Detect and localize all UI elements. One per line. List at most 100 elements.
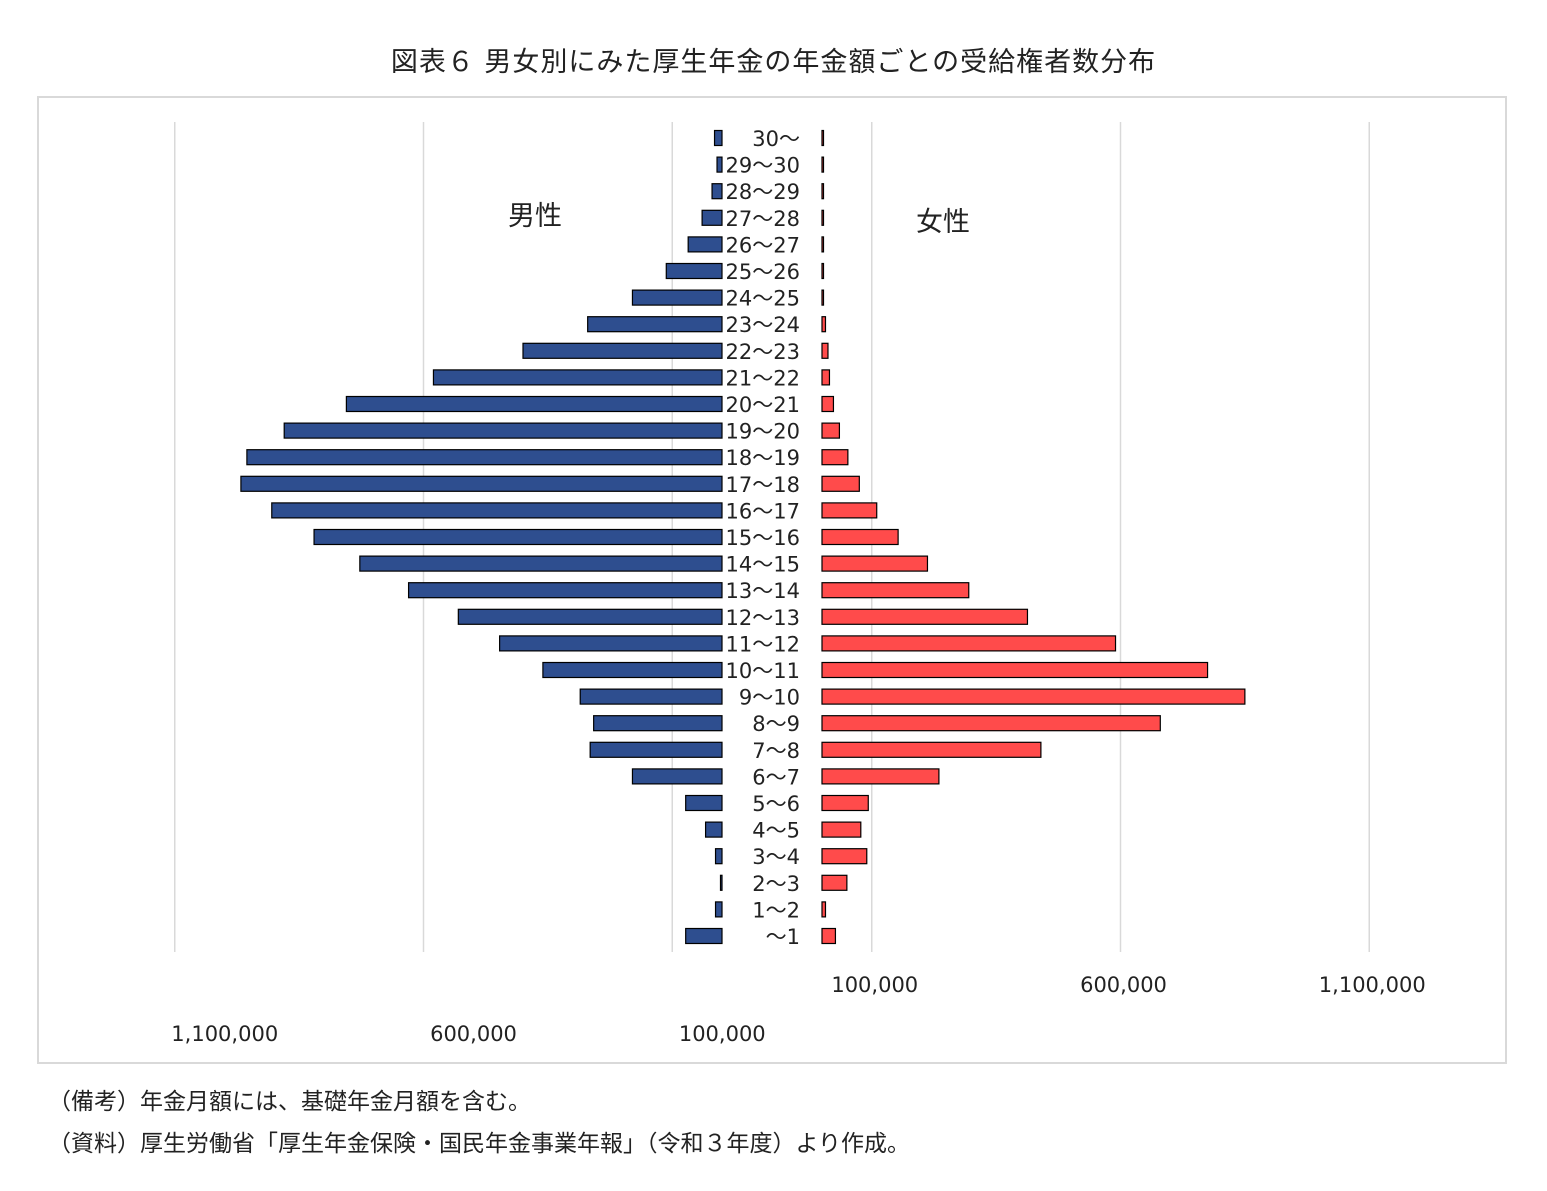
female-bar bbox=[821, 342, 829, 359]
female-bar bbox=[821, 715, 1161, 732]
female-bar bbox=[821, 741, 1042, 758]
category-label: ～1 bbox=[766, 925, 800, 949]
category-label: 30～ bbox=[752, 127, 800, 151]
category-label: 10～11 bbox=[726, 659, 800, 683]
category-label: 2～3 bbox=[752, 872, 800, 896]
female-bar bbox=[821, 475, 860, 492]
category-label: 12～13 bbox=[726, 606, 800, 630]
female-bar bbox=[821, 661, 1209, 679]
female-bar bbox=[821, 794, 869, 812]
category-label: 5～6 bbox=[752, 792, 800, 816]
category-label: 28～29 bbox=[726, 180, 800, 204]
category-label: 23～24 bbox=[726, 313, 800, 337]
male-bar bbox=[719, 874, 723, 891]
female-bar bbox=[821, 927, 837, 945]
male-bar bbox=[407, 582, 723, 599]
category-label: 9～10 bbox=[739, 686, 800, 710]
male-bar bbox=[701, 209, 723, 226]
category-label: 16～17 bbox=[726, 499, 800, 523]
male-bar bbox=[593, 715, 723, 732]
female-bar bbox=[821, 555, 929, 572]
category-label: 18～19 bbox=[726, 446, 800, 470]
male-bar bbox=[685, 794, 723, 812]
category-label: 29～30 bbox=[726, 154, 800, 178]
female-bar bbox=[821, 901, 827, 918]
male-bar bbox=[716, 156, 723, 173]
male-bar bbox=[522, 342, 723, 359]
category-label: 22～23 bbox=[726, 340, 800, 364]
male-bar bbox=[714, 848, 723, 865]
male-bar bbox=[345, 395, 723, 413]
category-label: 7～8 bbox=[752, 739, 800, 763]
category-label: 13～14 bbox=[726, 579, 800, 603]
female-bar bbox=[821, 608, 1029, 625]
female-bar bbox=[821, 183, 825, 200]
category-label: 15～16 bbox=[726, 526, 800, 550]
x-tick-left: 600,000 bbox=[430, 1022, 517, 1046]
male-bar bbox=[589, 741, 723, 758]
female-bar bbox=[821, 582, 970, 599]
male-bar bbox=[711, 183, 723, 200]
female-bar bbox=[821, 316, 827, 333]
male-bar bbox=[271, 502, 723, 519]
category-label: 14～15 bbox=[726, 553, 800, 577]
female-bar bbox=[821, 449, 849, 466]
male-bar bbox=[579, 688, 723, 705]
female-bar bbox=[821, 209, 825, 226]
category-label: 6～7 bbox=[752, 765, 800, 789]
chart-title: 図表６ 男女別にみた厚生年金の年金額ごとの受給権者数分布 bbox=[390, 47, 1157, 78]
x-tick-left: 100,000 bbox=[679, 1022, 766, 1046]
x-tick-left: 1,100,000 bbox=[171, 1022, 278, 1046]
male-bar bbox=[685, 927, 723, 945]
category-label: 21～22 bbox=[726, 366, 800, 390]
male-bar bbox=[499, 635, 723, 652]
category-label: 8～9 bbox=[752, 712, 800, 736]
female-bar bbox=[821, 369, 831, 386]
category-label: 25～26 bbox=[726, 260, 800, 284]
male-bar bbox=[240, 475, 723, 492]
male-bar bbox=[687, 236, 723, 253]
category-label: 24～25 bbox=[726, 287, 800, 311]
female-bar bbox=[821, 156, 825, 173]
male-bar bbox=[713, 129, 723, 147]
x-tick-right: 600,000 bbox=[1080, 973, 1167, 997]
male-bar bbox=[631, 289, 723, 306]
male-bar bbox=[704, 821, 723, 838]
female-bar bbox=[821, 422, 841, 439]
female-bar bbox=[821, 289, 825, 306]
category-label: 26～27 bbox=[726, 233, 800, 257]
male-bar bbox=[457, 608, 723, 625]
male-bar bbox=[432, 369, 723, 386]
male-bar bbox=[359, 555, 723, 572]
male-bar bbox=[665, 262, 723, 280]
female-bar bbox=[821, 262, 825, 280]
category-label: 11～12 bbox=[726, 632, 800, 656]
female-bar bbox=[821, 688, 1246, 705]
category-label: 1～2 bbox=[752, 898, 800, 922]
female-bar bbox=[821, 848, 868, 865]
plot-frame bbox=[37, 96, 1507, 1064]
female-bar bbox=[821, 821, 862, 838]
female-bar bbox=[821, 395, 835, 413]
female-bar bbox=[821, 129, 825, 147]
x-tick-right: 100,000 bbox=[831, 973, 918, 997]
female-bar bbox=[821, 502, 878, 519]
note-remarks: （備考）年金月額には、基礎年金月額を含む。 bbox=[48, 1089, 531, 1115]
female-bar bbox=[821, 768, 940, 785]
male-bar bbox=[631, 768, 723, 785]
male-bar bbox=[542, 661, 723, 679]
female-bar bbox=[821, 874, 848, 891]
male-bar bbox=[714, 901, 723, 918]
category-label: 20～21 bbox=[726, 393, 800, 417]
female-series-label: 女性 bbox=[916, 207, 970, 238]
note-source: （資料）厚生労働省「厚生年金保険・国民年金事業年報」（令和３年度）より作成。 bbox=[48, 1131, 911, 1157]
category-label: 3～4 bbox=[752, 845, 800, 869]
x-tick-right: 1,100,000 bbox=[1319, 973, 1426, 997]
category-label: 19～20 bbox=[726, 420, 800, 444]
category-label: 4～5 bbox=[752, 819, 800, 843]
male-bar bbox=[587, 316, 723, 333]
male-bar bbox=[313, 528, 723, 546]
female-bar bbox=[821, 635, 1117, 652]
category-label: 27～28 bbox=[726, 207, 800, 231]
